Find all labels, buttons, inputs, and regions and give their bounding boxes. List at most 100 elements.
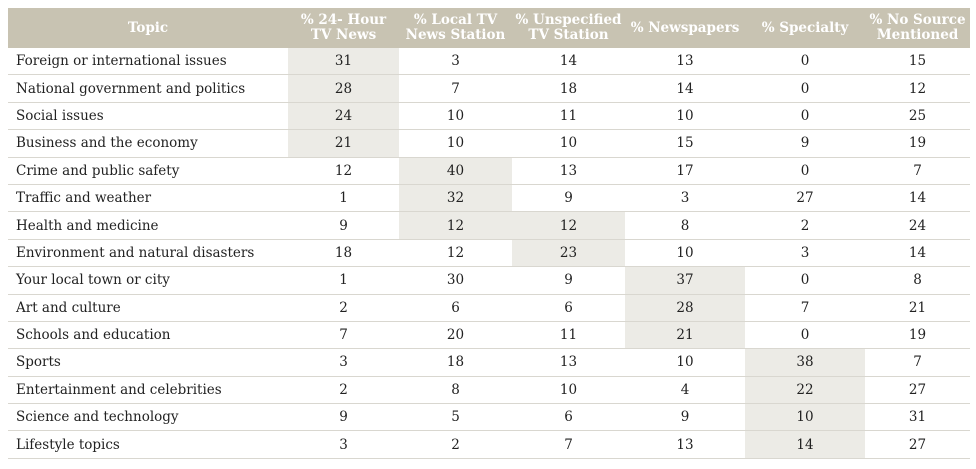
row-topic: Art and culture bbox=[8, 294, 288, 322]
row-topic: Health and medicine bbox=[8, 211, 288, 240]
cell-value: 0 bbox=[745, 48, 865, 76]
cell-value: 12 bbox=[865, 74, 970, 103]
cell-value: 12 bbox=[288, 157, 399, 185]
cell-value: 8 bbox=[625, 211, 745, 240]
table-row: Entertainment and celebrities 2 8 10 4 22 27 bbox=[8, 376, 970, 405]
cell-value: 14 bbox=[512, 48, 625, 76]
cell-value: 9 bbox=[288, 211, 399, 240]
cell-value: 14 bbox=[625, 74, 745, 103]
cell-value: 28 bbox=[625, 294, 745, 322]
table-body: Foreign or international issues 31 3 14 13 0 1… bbox=[8, 48, 970, 459]
row-topic: Social issues bbox=[8, 102, 288, 131]
column-header-line: % Local TV bbox=[413, 12, 498, 28]
cell-value: 2 bbox=[288, 376, 399, 405]
cell-value: 13 bbox=[625, 430, 745, 459]
table-row: Science and technology 9 5 6 9 10 31 bbox=[8, 403, 970, 432]
cell-value: 14 bbox=[745, 430, 865, 459]
cell-value: 3 bbox=[745, 239, 865, 268]
cell-value: 31 bbox=[288, 48, 399, 76]
cell-value: 9 bbox=[625, 403, 745, 432]
table-header: Topic% 24- Hour TV News% Local TV News Sta… bbox=[8, 8, 970, 48]
cell-value: 18 bbox=[399, 348, 512, 377]
column-header-line: % No Source bbox=[869, 12, 966, 28]
cell-value: 21 bbox=[865, 294, 970, 322]
column-header-4: % Newspapers bbox=[625, 8, 745, 48]
column-header-line: % Newspapers bbox=[630, 19, 740, 36]
row-topic: Entertainment and celebrities bbox=[8, 376, 288, 405]
row-topic: Traffic and weather bbox=[8, 184, 288, 213]
cell-value: 13 bbox=[512, 157, 625, 185]
cell-value: 2 bbox=[745, 211, 865, 240]
cell-value: 11 bbox=[512, 321, 625, 350]
cell-value: 2 bbox=[288, 294, 399, 322]
cell-value: 7 bbox=[512, 430, 625, 459]
cell-value: 38 bbox=[745, 348, 865, 377]
cell-value: 7 bbox=[288, 321, 399, 350]
cell-value: 20 bbox=[399, 321, 512, 350]
cell-value: 2 bbox=[399, 430, 512, 459]
cell-value: 12 bbox=[399, 239, 512, 268]
table-row: National government and politics 28 7 18 14 0… bbox=[8, 74, 970, 103]
cell-value: 9 bbox=[512, 266, 625, 295]
row-topic: National government and politics bbox=[8, 74, 288, 103]
cell-value: 0 bbox=[745, 321, 865, 350]
cell-value: 18 bbox=[288, 239, 399, 268]
cell-value: 12 bbox=[512, 211, 625, 240]
cell-value: 25 bbox=[865, 102, 970, 131]
cell-value: 13 bbox=[625, 48, 745, 76]
cell-value: 0 bbox=[745, 102, 865, 131]
table-row: Art and culture 2 6 6 28 7 21 bbox=[8, 294, 970, 322]
cell-value: 3 bbox=[288, 348, 399, 377]
cell-value: 19 bbox=[865, 129, 970, 158]
cell-value: 15 bbox=[625, 129, 745, 158]
cell-value: 28 bbox=[288, 74, 399, 103]
row-topic: Sports bbox=[8, 348, 288, 377]
column-header-line: % Unspecified bbox=[515, 12, 622, 28]
cell-value: 14 bbox=[865, 239, 970, 268]
cell-value: 21 bbox=[625, 321, 745, 350]
column-header-line: Topic bbox=[127, 19, 169, 36]
cell-value: 1 bbox=[288, 266, 399, 295]
column-header-line: % 24- Hour bbox=[300, 12, 387, 28]
column-header-1: % 24- Hour TV News bbox=[288, 8, 399, 48]
cell-value: 32 bbox=[399, 184, 512, 213]
cell-value: 6 bbox=[512, 294, 625, 322]
cell-value: 19 bbox=[865, 321, 970, 350]
cell-value: 6 bbox=[512, 403, 625, 432]
cell-value: 7 bbox=[399, 74, 512, 103]
cell-value: 40 bbox=[399, 157, 512, 185]
cell-value: 27 bbox=[865, 430, 970, 459]
table-row: Health and medicine 9 12 12 8 2 24 bbox=[8, 211, 970, 240]
cell-value: 9 bbox=[745, 129, 865, 158]
table-row: Environment and natural disasters 18 12 23 1… bbox=[8, 239, 970, 268]
cell-value: 23 bbox=[512, 239, 625, 268]
cell-value: 0 bbox=[745, 74, 865, 103]
cell-value: 24 bbox=[865, 211, 970, 240]
cell-value: 1 bbox=[288, 184, 399, 213]
cell-value: 10 bbox=[399, 129, 512, 158]
table-row: Sports 3 18 13 10 38 7 bbox=[8, 348, 970, 377]
cell-value: 8 bbox=[865, 266, 970, 295]
table-row: Lifestyle topics 3 2 7 13 14 27 bbox=[8, 430, 970, 459]
cell-value: 27 bbox=[745, 184, 865, 213]
column-header-5: % Specialty bbox=[745, 8, 865, 48]
cell-value: 24 bbox=[288, 102, 399, 131]
row-topic: Lifestyle topics bbox=[8, 430, 288, 459]
cell-value: 10 bbox=[399, 102, 512, 131]
cell-value: 10 bbox=[512, 376, 625, 405]
cell-value: 9 bbox=[288, 403, 399, 432]
table-container: Topic% 24- Hour TV News% Local TV News Sta… bbox=[8, 8, 970, 459]
table-row: Business and the economy 21 10 10 15 9 19 bbox=[8, 129, 970, 158]
table-row: Schools and education 7 20 11 21 0 19 bbox=[8, 321, 970, 350]
cell-value: 10 bbox=[512, 129, 625, 158]
column-header-6: % No Source Mentioned bbox=[865, 8, 970, 48]
table-row: Your local town or city 1 30 9 37 0 8 bbox=[8, 266, 970, 295]
cell-value: 0 bbox=[745, 157, 865, 185]
row-topic: Schools and education bbox=[8, 321, 288, 350]
cell-value: 30 bbox=[399, 266, 512, 295]
column-header-line: TV News bbox=[310, 27, 377, 43]
cell-value: 10 bbox=[625, 102, 745, 131]
cell-value: 3 bbox=[288, 430, 399, 459]
cell-value: 31 bbox=[865, 403, 970, 432]
cell-value: 6 bbox=[399, 294, 512, 322]
